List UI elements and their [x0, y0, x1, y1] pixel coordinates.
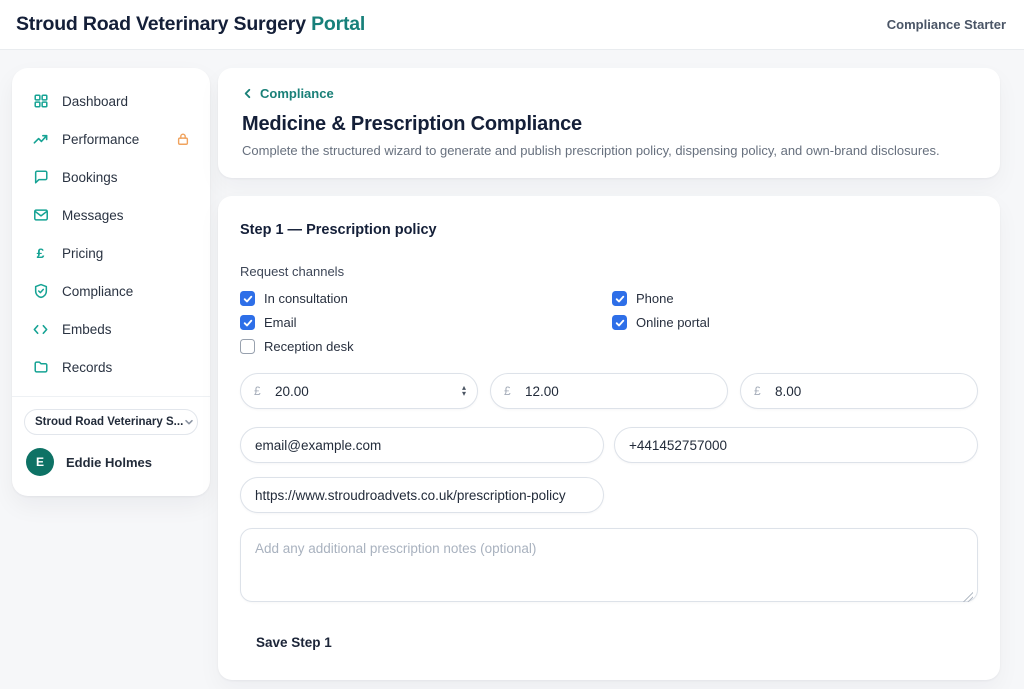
stepper-down-icon[interactable]: ▾	[461, 389, 466, 398]
sidebar-nav: Dashboard Performance	[12, 80, 210, 388]
fee-input-3[interactable]	[740, 373, 978, 409]
chat-bubble-icon	[32, 169, 49, 186]
trending-up-icon	[32, 131, 49, 148]
checkbox-label: In consultation	[264, 291, 348, 306]
practice-selector-value: Stroud Road Veterinary S...	[35, 416, 184, 428]
checkbox[interactable]	[612, 291, 627, 306]
chevron-left-icon	[242, 88, 253, 99]
breadcrumb[interactable]: Compliance	[242, 86, 334, 101]
user-name: Eddie Holmes	[66, 454, 152, 470]
policy-url-row	[240, 477, 604, 513]
checkbox-label: Reception desk	[264, 339, 354, 354]
app-title: Stroud Road Veterinary Surgery Portal	[16, 13, 365, 36]
sidebar: Dashboard Performance	[12, 68, 210, 496]
checkbox-reception-desk[interactable]: Reception desk	[240, 339, 612, 354]
sidebar-item-label: Bookings	[62, 169, 118, 185]
avatar: E	[26, 448, 54, 476]
envelope-icon	[32, 207, 49, 224]
checkbox[interactable]	[240, 291, 255, 306]
sidebar-item-performance[interactable]: Performance	[26, 120, 196, 158]
stepper-up-icon[interactable]: ▴	[461, 383, 466, 392]
sidebar-footer: Stroud Road Veterinary S... E Eddie Holm…	[12, 396, 210, 482]
sidebar-item-label: Compliance	[62, 283, 134, 299]
sidebar-item-embeds[interactable]: Embeds	[26, 310, 196, 348]
currency-prefix: £	[754, 384, 761, 398]
checkbox[interactable]	[240, 315, 255, 330]
checkbox-label: Online portal	[636, 315, 710, 330]
breadcrumb-label: Compliance	[260, 86, 334, 101]
request-channels-label: Request channels	[240, 264, 345, 279]
sidebar-item-bookings[interactable]: Bookings	[26, 158, 196, 196]
checkbox[interactable]	[612, 315, 627, 330]
notes-field	[240, 528, 978, 607]
brand-accent: Portal	[311, 13, 366, 35]
fee-input-1[interactable]	[240, 373, 478, 409]
email-input[interactable]	[240, 427, 604, 463]
sidebar-item-label: Messages	[62, 207, 124, 223]
step-card: Step 1 — Prescription policy Request cha…	[218, 196, 1000, 680]
sidebar-item-label: Performance	[62, 131, 140, 147]
main-content: Compliance Medicine & Prescription Compl…	[218, 68, 1000, 680]
chevron-down-icon	[183, 416, 195, 428]
resize-handle[interactable]	[963, 592, 973, 602]
checkbox-label: Phone	[636, 291, 674, 306]
top-bar: Stroud Road Veterinary Surgery Portal Co…	[0, 0, 1024, 50]
checkbox-email[interactable]: Email	[240, 315, 612, 330]
fee-field-2: £	[490, 373, 728, 409]
checkbox-phone[interactable]: Phone	[612, 291, 978, 306]
channel-checkbox-grid: In consultation Phone Email	[240, 291, 978, 354]
fee-input-2[interactable]	[490, 373, 728, 409]
sidebar-item-label: Records	[62, 359, 113, 375]
page-header-card: Compliance Medicine & Prescription Compl…	[218, 68, 1000, 178]
fee-field-1: £ ▴▾	[240, 373, 478, 409]
fee-inputs-row: £ ▴▾ £ £	[240, 373, 978, 409]
phone-input[interactable]	[614, 427, 978, 463]
brand-name: Stroud Road Veterinary Surgery	[16, 13, 306, 35]
folder-icon	[32, 359, 49, 376]
sidebar-item-label: Embeds	[62, 321, 112, 337]
sidebar-item-dashboard[interactable]: Dashboard	[26, 82, 196, 120]
sidebar-item-messages[interactable]: Messages	[26, 196, 196, 234]
sidebar-item-records[interactable]: Records	[26, 348, 196, 386]
number-stepper[interactable]: ▴ ▾	[461, 383, 466, 398]
sidebar-item-label: Dashboard	[62, 93, 129, 109]
currency-prefix: £	[504, 384, 511, 398]
save-step-button[interactable]: Save Step 1	[242, 627, 346, 658]
code-icon	[32, 321, 49, 338]
checkbox-in-consultation[interactable]: In consultation	[240, 291, 612, 306]
pound-icon: £	[36, 245, 45, 261]
sidebar-item-compliance[interactable]: Compliance	[26, 272, 196, 310]
page-layout: Dashboard Performance	[0, 50, 1024, 680]
user-menu[interactable]: E Eddie Holmes	[24, 448, 198, 480]
checkbox-label: Email	[264, 315, 297, 330]
email-field	[240, 427, 604, 463]
page-title: Medicine & Prescription Compliance	[242, 113, 582, 135]
currency-prefix: £	[254, 384, 261, 398]
policy-url-input[interactable]	[240, 477, 604, 513]
checkbox-online-portal[interactable]: Online portal	[612, 315, 978, 330]
sidebar-item-label: Pricing	[62, 245, 104, 261]
plan-badge: Compliance Starter	[886, 17, 1006, 32]
fee-field-3: £	[740, 373, 978, 409]
phone-field	[614, 427, 978, 463]
step-heading: Step 1 — Prescription policy	[240, 222, 437, 238]
notes-textarea[interactable]	[240, 528, 978, 602]
practice-selector[interactable]: Stroud Road Veterinary S...	[24, 409, 198, 435]
page-subtitle: Complete the structured wizard to genera…	[242, 143, 940, 158]
shield-check-icon	[32, 283, 49, 300]
contact-inputs-row	[240, 427, 978, 463]
sidebar-item-pricing[interactable]: £ Pricing	[26, 234, 196, 272]
lock-icon	[176, 132, 190, 146]
dashboard-grid-icon	[32, 93, 49, 110]
checkbox[interactable]	[240, 339, 255, 354]
